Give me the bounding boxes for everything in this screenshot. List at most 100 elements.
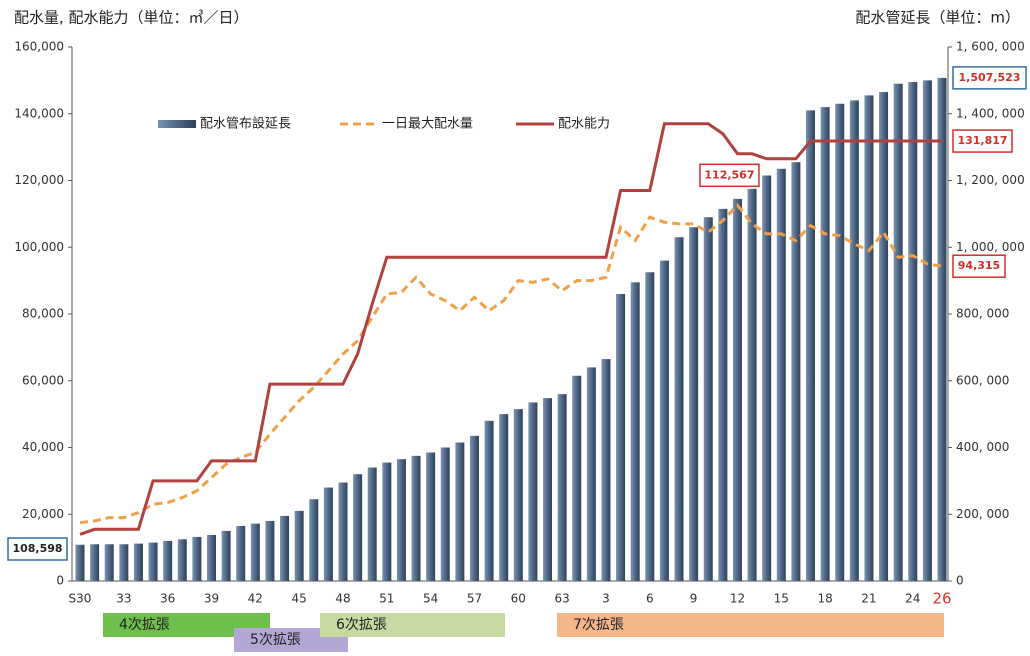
legend-label: 一日最大配水量 — [382, 117, 473, 132]
bar — [528, 402, 538, 581]
bar — [367, 467, 377, 581]
bar — [484, 420, 494, 581]
bar — [75, 544, 85, 581]
bar — [747, 188, 757, 581]
x-tick-label: 57 — [467, 592, 482, 606]
x-tick-label: 18 — [817, 592, 832, 606]
value-label-box — [952, 129, 1013, 153]
y2-tick-label: 0 — [956, 574, 964, 588]
bar — [323, 487, 333, 581]
phase-label: 4次拡張 — [119, 617, 170, 633]
y-tick-label: 60,000 — [22, 373, 64, 387]
bar — [791, 162, 801, 582]
bar — [440, 447, 450, 581]
bar — [879, 92, 889, 582]
bar — [762, 175, 772, 581]
bar — [893, 83, 903, 582]
y-tick-label: 100,000 — [14, 240, 64, 254]
bar — [236, 525, 246, 581]
bar — [645, 272, 655, 581]
bar — [572, 375, 582, 581]
bar — [265, 520, 275, 581]
value-label-box — [952, 254, 1006, 278]
bar — [659, 260, 669, 581]
legend-label: 配水管布設延長 — [200, 116, 291, 132]
value-label: 94,315 — [958, 259, 1000, 272]
x-tick-label: 21 — [861, 592, 876, 606]
bar — [776, 168, 786, 581]
x-tick-label: 39 — [204, 592, 219, 606]
legend-swatch — [158, 120, 196, 128]
y-tick-label: 20,000 — [22, 507, 64, 521]
y-tick-label: 120,000 — [14, 173, 64, 187]
bar — [630, 282, 640, 581]
bar — [163, 540, 173, 581]
bar — [192, 536, 202, 581]
bar — [133, 543, 143, 581]
x-tick-label: 51 — [379, 592, 394, 606]
bar — [250, 523, 260, 581]
bar — [732, 198, 742, 581]
y-tick-label: 140,000 — [14, 106, 64, 120]
phase-label: 5次拡張 — [250, 632, 301, 648]
y-tick-label: 80,000 — [22, 307, 64, 321]
x-tick-label: 24 — [905, 592, 920, 606]
bar — [119, 544, 129, 581]
x-tick-label: 48 — [335, 592, 350, 606]
value-label-box — [699, 163, 760, 188]
bar — [177, 539, 187, 581]
x-tick-label: 15 — [774, 592, 789, 606]
y2-tick-label: 1, 200, 000 — [956, 173, 1025, 187]
bar — [835, 103, 845, 582]
bar — [221, 530, 231, 581]
bar — [309, 499, 319, 581]
bar — [90, 544, 100, 581]
line-series — [79, 203, 943, 525]
legend-label: 配水能力 — [558, 117, 610, 132]
value-label: 131,817 — [957, 134, 1007, 147]
bar — [908, 82, 918, 581]
bar — [294, 510, 304, 581]
phase-bar — [320, 613, 505, 637]
bar — [411, 455, 421, 581]
y2-tick-label: 1, 400, 000 — [956, 106, 1025, 120]
bar — [849, 100, 859, 582]
bar — [616, 293, 626, 581]
value-label-box — [7, 537, 68, 561]
bar — [703, 217, 713, 581]
bar — [820, 107, 830, 581]
x-tick-label: S30 — [69, 592, 92, 606]
phase-label: 7次拡張 — [573, 617, 624, 633]
x-tick-label: 60 — [511, 592, 526, 606]
bar — [148, 542, 158, 581]
bar — [674, 237, 684, 582]
bar — [382, 462, 392, 581]
x-tick-label: 3 — [602, 592, 610, 606]
bar — [396, 459, 406, 581]
y2-tick-label: 1, 000, 000 — [956, 240, 1025, 254]
y-tick-label: 40,000 — [22, 440, 64, 454]
bar — [601, 359, 611, 581]
x-tick-label: 42 — [248, 592, 263, 606]
bar — [513, 409, 523, 581]
x-tick-label: 45 — [292, 592, 307, 606]
x-tick-label: 9 — [690, 592, 698, 606]
y2-tick-label: 800, 000 — [956, 307, 1009, 321]
phase-label: 6次拡張 — [336, 617, 387, 633]
line-series — [79, 122, 942, 536]
bar — [469, 435, 479, 581]
x-tick-label: 6 — [646, 592, 654, 606]
x-tick-label: 33 — [116, 592, 131, 606]
y-tick-label: 0 — [56, 574, 64, 588]
y-tick-label: 160,000 — [14, 40, 64, 54]
bar — [864, 95, 874, 582]
x-tick-label: 36 — [160, 592, 175, 606]
bar — [543, 398, 553, 581]
bar — [353, 474, 363, 581]
y2-tick-label: 200, 000 — [956, 507, 1009, 521]
x-tick-label: 54 — [423, 592, 438, 606]
right-axis-title: 配水管延長（単位：m） — [855, 9, 1020, 27]
x-tick-label: 26 — [932, 590, 951, 608]
value-label: 1,507,523 — [959, 71, 1021, 84]
